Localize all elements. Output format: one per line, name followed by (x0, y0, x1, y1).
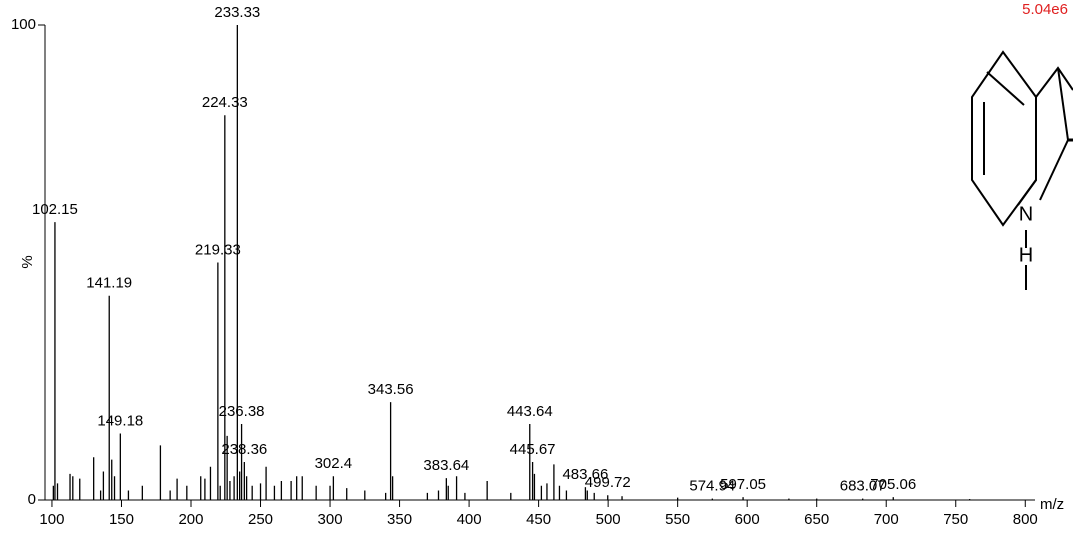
x-tick-label: 550 (665, 511, 690, 528)
atom-label: H (1019, 244, 1033, 266)
peak-label: 499.72 (585, 474, 631, 491)
peak-label: 238.36 (221, 441, 267, 458)
x-tick-label: 200 (178, 511, 203, 528)
y-tick-label: 0 (28, 491, 36, 508)
peak-label: 141.19 (86, 275, 132, 292)
peak-label: 224.33 (202, 94, 248, 111)
peak-label: 383.64 (423, 457, 469, 474)
peak-label: 302.4 (315, 455, 353, 472)
y-axis-label: % (19, 255, 36, 268)
intensity-label: 5.04e6 (1022, 1, 1068, 18)
x-tick-label: 500 (596, 511, 621, 528)
peak-label: 233.33 (214, 4, 260, 21)
peak-label: 102.15 (32, 201, 78, 218)
peak-label: 343.56 (368, 381, 414, 398)
structure (971, 50, 1073, 290)
peak-label: 445.67 (510, 441, 556, 458)
x-tick-label: 450 (526, 511, 551, 528)
x-tick-label: 800 (1013, 511, 1038, 528)
x-tick-label: 700 (874, 511, 899, 528)
y-tick-label: 100 (11, 16, 36, 33)
x-tick-label: 650 (804, 511, 829, 528)
x-tick-label: 400 (457, 511, 482, 528)
x-tick-label: 100 (39, 511, 64, 528)
x-axis-label: m/z (1040, 496, 1064, 513)
peak-label: 705.06 (870, 476, 916, 493)
x-tick-label: 750 (943, 511, 968, 528)
peak-label: 597.05 (720, 476, 766, 493)
peak-label: 683.07 (840, 478, 886, 495)
peak-label: 149.18 (97, 412, 143, 429)
x-tick-label: 250 (248, 511, 273, 528)
peak-label: 574.94 (689, 478, 735, 495)
x-tick-label: 600 (735, 511, 760, 528)
peak-label: 483.66 (562, 466, 608, 483)
peak-label: 443.64 (507, 403, 553, 420)
x-tick-label: 350 (387, 511, 412, 528)
x-tick-label: 150 (109, 511, 134, 528)
atom-label: N (1019, 203, 1033, 225)
peak-label: 219.33 (195, 241, 241, 258)
peak-label: 236.38 (219, 403, 265, 420)
x-tick-label: 300 (318, 511, 343, 528)
